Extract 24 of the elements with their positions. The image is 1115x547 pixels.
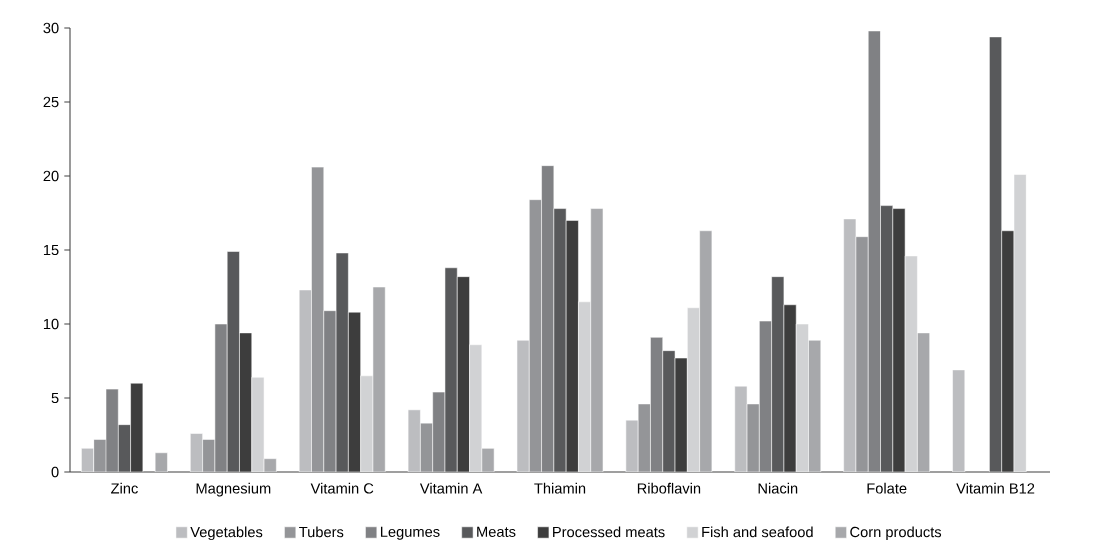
x-tick-label: Vitamin B12 <box>956 482 1035 494</box>
x-tick-label: Riboflavin <box>637 482 701 494</box>
x-tick-label: Thiamin <box>534 482 586 494</box>
x-tick-label: Niacin <box>758 482 798 494</box>
legend-label: Legumes <box>380 526 440 540</box>
y-tick-label: 10 <box>43 318 59 330</box>
bar <box>154 452 168 472</box>
y-tick-label: 20 <box>43 170 59 182</box>
y-tick-label: 0 <box>51 466 59 478</box>
y-tick-label: 30 <box>43 22 59 34</box>
legend-label: Processed meats <box>553 526 665 538</box>
y-tick-label: 5 <box>51 392 59 404</box>
legend-label: Meats <box>477 526 516 537</box>
x-tick-label: Folate <box>867 482 907 494</box>
legend-label: Tubers <box>299 526 344 538</box>
legend-label: Vegetables <box>190 526 263 541</box>
x-tick-label: Vitamin A <box>419 482 483 494</box>
x-tick-label: Vitamin C <box>310 482 374 494</box>
x-tick-label: Zinc <box>111 482 138 494</box>
legend-label: Corn products <box>850 526 942 541</box>
legend-label: Fish and seafood <box>702 526 813 538</box>
y-tick-label: 15 <box>43 244 59 256</box>
y-tick-label: 25 <box>43 96 59 108</box>
x-tick-label: Magnesium <box>196 482 271 497</box>
